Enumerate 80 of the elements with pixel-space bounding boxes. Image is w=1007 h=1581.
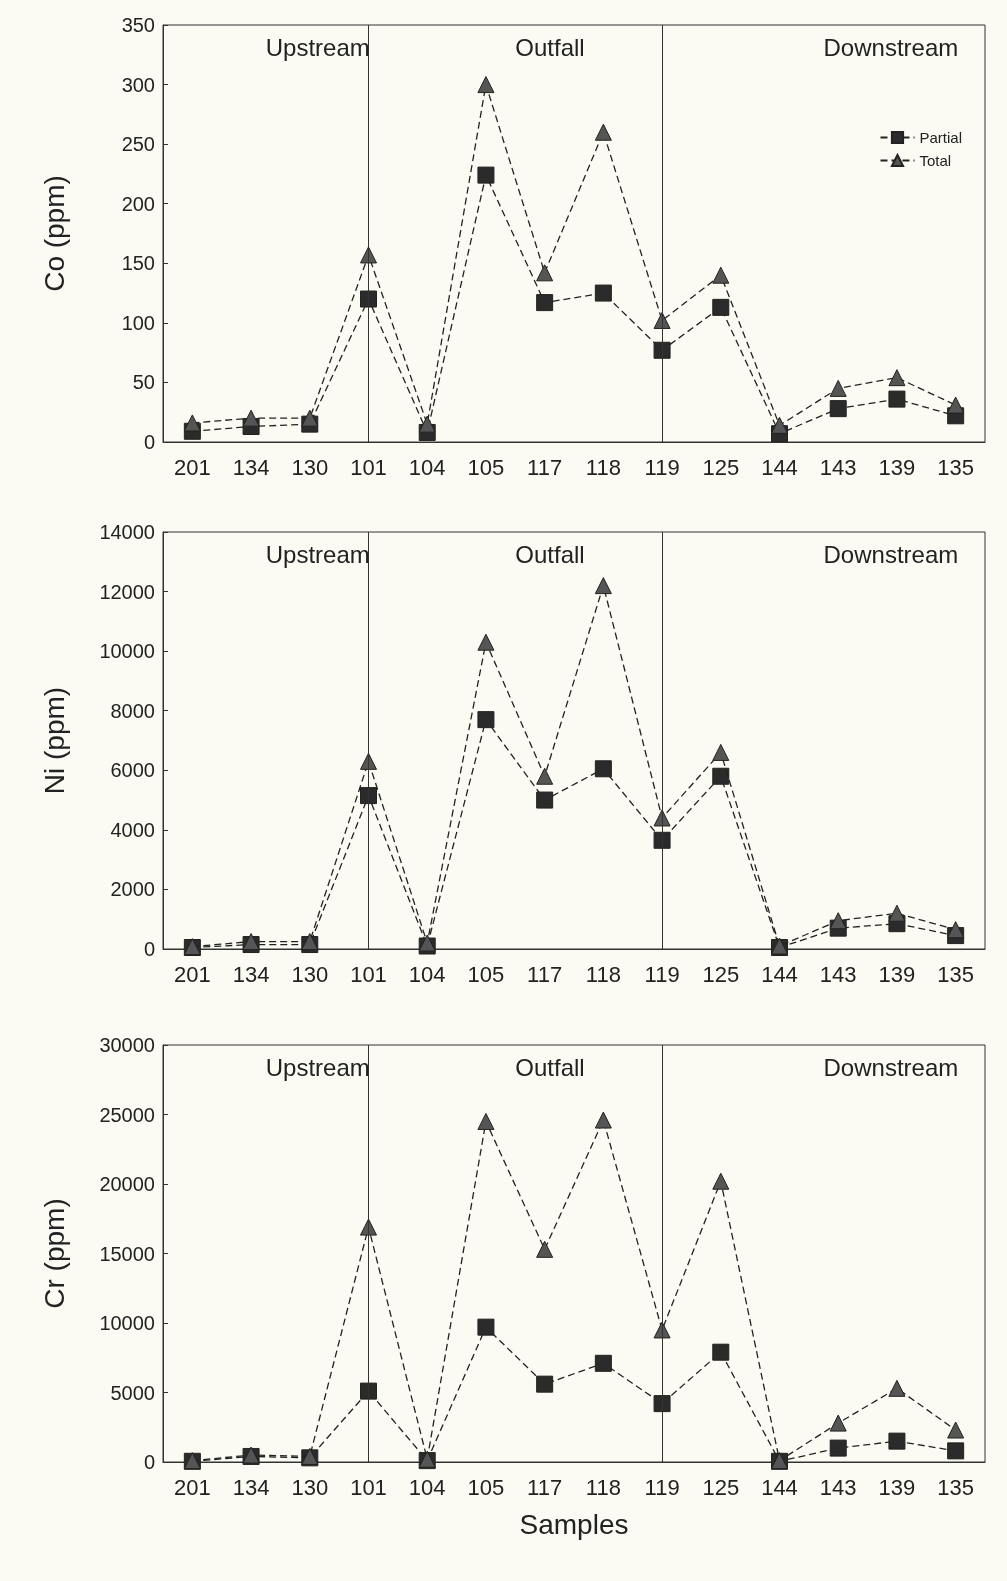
x-tick-label: 101 (350, 961, 387, 987)
y-axis-title: Ni (ppm) (38, 686, 70, 795)
y-tick-label: 8000 (110, 699, 155, 722)
y-axis-title: Cr (ppm) (38, 1198, 70, 1309)
y-tick-label: 250 (121, 133, 155, 156)
x-tick-label: 201 (174, 961, 211, 987)
legend-label: Total (919, 152, 952, 169)
y-tick-label: 10000 (99, 640, 155, 663)
y-tick-label: 30000 (99, 1034, 155, 1056)
x-tick-label: 118 (585, 961, 621, 987)
x-tick-label: 125 (702, 454, 740, 480)
x-tick-label: 143 (819, 454, 857, 480)
annotation: Upstream (265, 1053, 370, 1081)
y-tick-label: 200 (121, 192, 155, 215)
x-tick-label: 119 (644, 961, 680, 987)
y-tick-label: 10000 (99, 1312, 155, 1334)
x-tick-label: 135 (937, 454, 974, 480)
y-tick-label: 6000 (110, 759, 155, 782)
annotation: Downstream (823, 1053, 959, 1081)
x-tick-label: 125 (702, 961, 740, 987)
annotation: Outfall (515, 540, 585, 568)
x-tick-label: 104 (408, 961, 446, 987)
y-tick-label: 50 (132, 371, 155, 394)
x-tick-label: 117 (527, 1474, 563, 1500)
x-tick-label: 130 (291, 454, 329, 480)
y-tick-label: 0 (143, 938, 155, 960)
y-tick-label: 15000 (99, 1242, 155, 1265)
x-tick-label: 139 (878, 454, 916, 480)
x-tick-label: 117 (527, 454, 563, 480)
x-tick-label: 143 (819, 1474, 857, 1500)
x-tick-label: 101 (350, 454, 387, 480)
y-tick-label: 5000 (110, 1381, 155, 1404)
y-tick-label: 350 (121, 14, 155, 36)
annotation: Outfall (515, 1053, 585, 1081)
x-tick-label: 105 (467, 1474, 505, 1500)
x-tick-label: 143 (819, 961, 857, 987)
legend-label: Partial (919, 129, 963, 146)
x-tick-label: 118 (585, 454, 621, 480)
x-tick-label: 118 (585, 1474, 621, 1500)
x-tick-label: 144 (761, 454, 798, 480)
x-tick-label: 201 (174, 1474, 211, 1500)
annotation: Upstream (265, 33, 370, 61)
annotation: Outfall (515, 33, 585, 61)
x-tick-label: 135 (937, 961, 974, 987)
x-tick-label: 144 (761, 961, 798, 987)
x-tick-label: 135 (937, 1474, 974, 1500)
y-tick-label: 100 (121, 311, 155, 334)
x-tick-label: 104 (408, 454, 446, 480)
x-tick-label: 139 (878, 961, 916, 987)
y-tick-label: 150 (121, 252, 155, 275)
x-tick-label: 130 (291, 961, 329, 987)
y-tick-label: 0 (143, 431, 155, 453)
annotation: Downstream (823, 33, 959, 61)
x-tick-label: 144 (761, 1474, 798, 1500)
x-tick-label: 104 (408, 1474, 446, 1500)
y-tick-label: 20000 (99, 1173, 155, 1195)
x-tick-label: 134 (232, 961, 270, 987)
y-axis-title: Co (ppm) (38, 175, 70, 292)
x-tick-label: 125 (702, 1474, 740, 1500)
x-tick-label: 119 (644, 454, 680, 480)
annotation: Upstream (265, 540, 370, 568)
x-tick-label: 130 (291, 1474, 329, 1500)
x-tick-label: 201 (174, 454, 211, 480)
y-tick-label: 2000 (110, 878, 155, 901)
x-tick-label: 101 (350, 1474, 387, 1500)
x-tick-label: 119 (644, 1474, 680, 1500)
y-tick-label: 0 (143, 1451, 155, 1473)
y-tick-label: 14000 (99, 521, 155, 543)
x-tick-label: 117 (527, 961, 563, 987)
x-tick-label: 105 (467, 961, 505, 987)
annotation: Downstream (823, 540, 959, 568)
x-axis-title: Samples (519, 1508, 629, 1540)
y-tick-label: 25000 (99, 1103, 155, 1126)
y-tick-label: 12000 (99, 580, 155, 603)
y-tick-label: 4000 (110, 818, 155, 841)
x-tick-label: 105 (467, 454, 505, 480)
x-tick-label: 134 (232, 1474, 270, 1500)
x-tick-label: 139 (878, 1474, 916, 1500)
y-tick-label: 300 (121, 73, 155, 96)
x-tick-label: 134 (232, 454, 270, 480)
